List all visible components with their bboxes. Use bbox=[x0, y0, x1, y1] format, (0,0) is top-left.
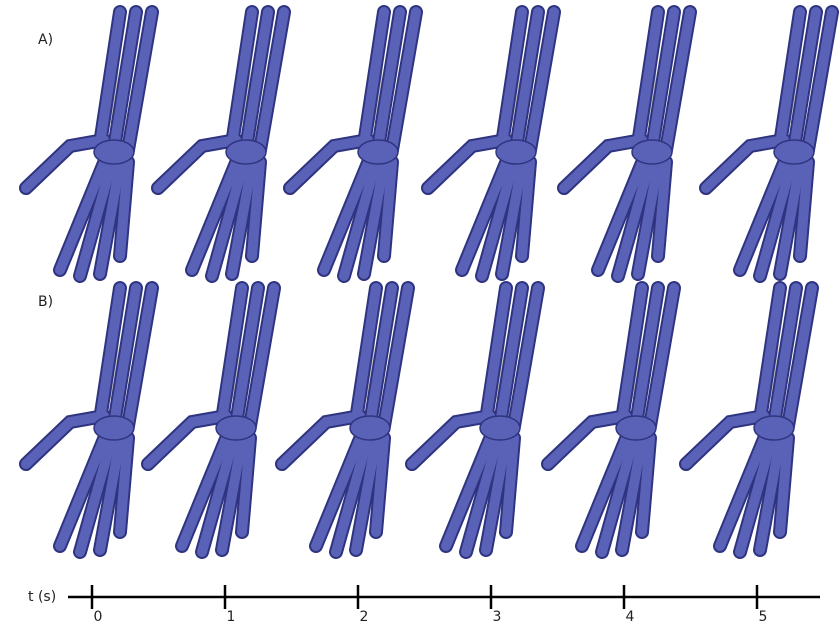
panel-label: A) bbox=[38, 32, 53, 48]
timeline-label: t (s) bbox=[28, 589, 56, 605]
hand-image bbox=[706, 12, 832, 276]
hand-image bbox=[412, 288, 538, 552]
figure: A) B) t (s) 0 1 2 3 4 5 bbox=[0, 0, 839, 625]
tick-label: 1 bbox=[227, 609, 236, 625]
hand-image bbox=[290, 12, 416, 276]
hand-image bbox=[148, 288, 274, 552]
tick-label: 2 bbox=[360, 609, 369, 625]
hand-image bbox=[428, 12, 554, 276]
tick-label: 0 bbox=[94, 609, 103, 625]
hand-row-b bbox=[26, 288, 812, 552]
panel-label: B) bbox=[38, 294, 53, 310]
hand-image bbox=[282, 288, 408, 552]
tick-label: 5 bbox=[759, 609, 768, 625]
hand-image bbox=[158, 12, 284, 276]
hand-row-a bbox=[26, 12, 832, 276]
tick-label: 3 bbox=[493, 609, 502, 625]
hand-image bbox=[26, 12, 152, 276]
hand-image bbox=[548, 288, 674, 552]
hand-image bbox=[686, 288, 812, 552]
hand-image bbox=[564, 12, 690, 276]
hand-image bbox=[26, 288, 152, 552]
tick-label: 4 bbox=[626, 609, 635, 625]
